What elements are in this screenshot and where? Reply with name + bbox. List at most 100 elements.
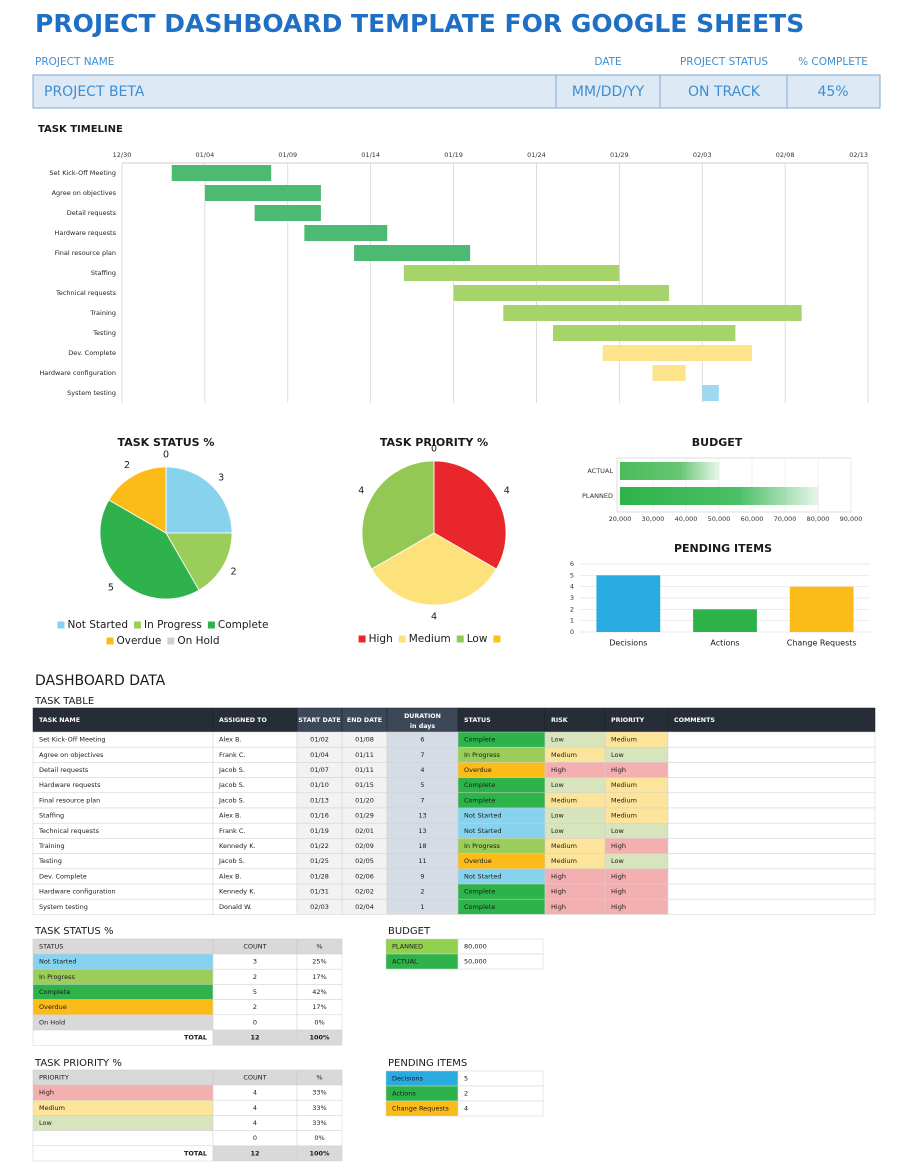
pie-slice [165, 466, 233, 534]
x-tick-label: 50,000 [708, 515, 731, 523]
cell-text: Low [551, 812, 564, 820]
total-text: 12 [250, 1034, 259, 1042]
column-unit: in days [410, 723, 436, 730]
cell-text: 01/11 [355, 751, 374, 759]
cell-text: 0% [314, 1018, 324, 1026]
table-cell [667, 822, 876, 839]
cell-text: 25% [312, 958, 326, 966]
gantt-bar [503, 305, 802, 321]
table-cell [667, 731, 876, 748]
x-tick-label: 02/13 [849, 151, 868, 159]
cell-text: Complete [464, 796, 495, 804]
cell-text: 02/09 [355, 842, 374, 850]
data-label: 3 [218, 472, 224, 483]
data-label: 0 [431, 444, 437, 455]
cell-text: 0 [253, 1134, 257, 1142]
cell-text: Testing [38, 857, 62, 865]
cell-text: Hardware configuration [39, 888, 116, 896]
cell-text: 2 [420, 888, 424, 896]
cell-text: Not Started [464, 812, 501, 820]
legend-item: Overdue [106, 635, 161, 647]
cell-text: Kennedy K. [219, 888, 256, 896]
legend-item: Medium [398, 633, 451, 645]
table-title: TASK PRIORITY % [34, 1058, 122, 1069]
cell-text: Low [551, 736, 564, 744]
legend-swatch [493, 635, 501, 643]
cell-text: 02/04 [355, 903, 374, 911]
cell-text: High [39, 1089, 54, 1097]
cell-text: 01/31 [310, 888, 329, 896]
column-header: ASSIGNED TO [219, 717, 267, 724]
gantt-bar [204, 185, 321, 201]
cell-text: 5 [253, 988, 257, 996]
table-cell [667, 868, 876, 885]
data-label: 2 [124, 460, 130, 471]
cell-text: 33% [312, 1119, 326, 1127]
cell-text: 80,000 [464, 943, 487, 951]
header-cell [212, 707, 298, 733]
x-tick-label: 01/04 [196, 151, 215, 159]
cell-text: Not Started [464, 827, 501, 835]
cell-text: High [551, 872, 566, 880]
x-tick-label: 02/03 [693, 151, 712, 159]
cell-text: 01/25 [310, 857, 329, 865]
legend-label: In Progress [144, 619, 202, 631]
table-cell [667, 883, 876, 900]
column-header: % [316, 943, 322, 951]
cell-text: Medium [39, 1104, 65, 1112]
cell-text: Frank C. [219, 827, 245, 835]
cell-text: On Hold [39, 1018, 65, 1026]
header-cell [457, 707, 546, 733]
cell-text: Medium [611, 796, 637, 804]
cell-text: 18 [418, 842, 426, 850]
cell-text: Medium [551, 857, 577, 865]
x-tick-label: 80,000 [807, 515, 830, 523]
cell-text: High [551, 766, 566, 774]
cell-text: Hardware requests [39, 781, 101, 789]
cell-text: 4 [253, 1119, 257, 1127]
table-cell [667, 777, 876, 794]
cell-text: 11 [418, 857, 426, 865]
cell-text: Alex B. [219, 872, 242, 880]
y-tick-label: 5 [570, 571, 574, 579]
y-tick-label: 3 [570, 594, 574, 602]
column-header: PRIORITY [611, 717, 645, 724]
cell-text: Low [551, 827, 564, 835]
total-text: TOTAL [184, 1034, 207, 1042]
cell-text: Alex B. [219, 812, 242, 820]
cell-text: 7 [420, 751, 424, 759]
field-label: % COMPLETE [798, 56, 868, 68]
gantt-bar [403, 265, 620, 281]
chart-title: TASK PRIORITY % [380, 436, 488, 449]
gantt-bar [652, 365, 686, 381]
x-tick-label: 01/24 [527, 151, 546, 159]
cell-text: 01/28 [310, 872, 329, 880]
legend-label: Low [467, 633, 488, 645]
cell-text: Kennedy K. [219, 842, 256, 850]
project-box [32, 74, 881, 109]
field-label: DATE [594, 56, 621, 68]
cell-text: 4 [420, 766, 424, 774]
chart-title: PENDING ITEMS [674, 542, 772, 555]
column-header: RISK [551, 717, 569, 724]
page-title: PROJECT DASHBOARD TEMPLATE FOR GOOGLE SH… [35, 9, 804, 38]
cell-text: 01/04 [310, 751, 329, 759]
cell-text: In Progress [464, 842, 500, 850]
cell-text: Low [611, 827, 624, 835]
table-cell [667, 746, 876, 763]
task-label: Technical requests [55, 289, 117, 297]
cell-text: Donald W. [219, 903, 252, 911]
cell-text: Detail requests [39, 766, 89, 774]
cell-text: 01/22 [310, 842, 329, 850]
x-tick-label: 70,000 [774, 515, 797, 523]
table-cell [457, 1070, 544, 1087]
data-label: 4 [358, 486, 364, 497]
bar [693, 609, 757, 632]
cell-text: Complete [464, 736, 495, 744]
cell-text: 13 [418, 812, 426, 820]
cell-text: 01/08 [355, 736, 374, 744]
chart-title: BUDGET [692, 436, 743, 449]
chart-title: TASK TIMELINE [38, 124, 123, 135]
column-header: TASK NAME [39, 717, 80, 724]
task-label: Detail requests [67, 209, 117, 217]
